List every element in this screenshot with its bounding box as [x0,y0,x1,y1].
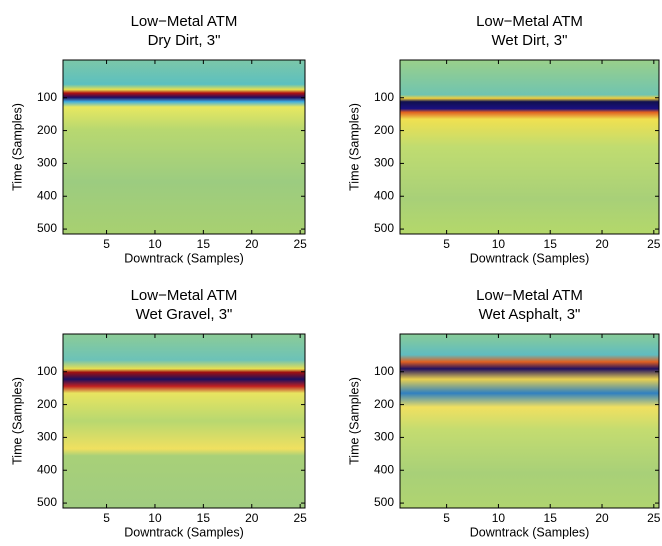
x-tick-label: 20 [595,237,609,251]
x-tick-label: 25 [293,237,307,251]
y-tick-label: 200 [37,397,57,411]
y-axis-label: Time (Samples) [10,377,24,465]
y-tick-label: 300 [374,430,394,444]
x-tick-label: 15 [197,237,211,251]
x-tick-label: 15 [197,511,211,525]
y-tick-label: 300 [374,156,394,170]
y-tick-label: 200 [374,397,394,411]
y-tick-label: 500 [374,495,394,509]
y-tick-label: 500 [37,495,57,509]
y-axis-label: Time (Samples) [347,377,361,465]
x-tick-label: 5 [443,237,450,251]
x-tick-label: 10 [492,511,506,525]
chart-subtitle: Wet Dirt, 3" [492,32,568,49]
x-tick-label: 25 [647,511,661,525]
x-tick-label: 25 [647,237,661,251]
y-tick-label: 400 [37,188,57,202]
y-tick-label: 100 [37,364,57,378]
x-tick-label: 15 [544,237,558,251]
y-axis-label: Time (Samples) [347,103,361,191]
chart-subtitle: Wet Asphalt, 3" [479,306,581,323]
x-tick-label: 10 [492,237,506,251]
chart-title: Low−Metal ATM [131,287,238,304]
y-tick-label: 200 [37,123,57,137]
x-tick-label: 20 [245,511,259,525]
x-tick-label: 5 [443,511,450,525]
y-tick-label: 100 [374,364,394,378]
x-axis-label: Downtrack (Samples) [470,251,589,265]
heatmap-image [63,60,305,234]
y-tick-label: 500 [37,221,57,235]
x-tick-label: 20 [245,237,259,251]
plot-frame [62,59,306,235]
y-tick-label: 200 [374,123,394,137]
x-tick-label: 15 [544,511,558,525]
y-tick-label: 100 [37,90,57,104]
heatmap-image [400,334,659,508]
chart-title: Low−Metal ATM [476,287,583,304]
plot-frame [399,59,660,235]
chart-subtitle: Dry Dirt, 3" [148,32,221,49]
y-axis-label: Time (Samples) [10,103,24,191]
plot-frame [62,333,306,509]
plot-frame [399,333,660,509]
y-tick-label: 400 [374,188,394,202]
x-tick-label: 10 [148,237,162,251]
y-tick-label: 400 [374,462,394,476]
heatmap-image [400,60,659,234]
y-tick-label: 300 [37,156,57,170]
heatmap-image [63,334,305,508]
x-tick-label: 10 [148,511,162,525]
chart-subtitle: Wet Gravel, 3" [136,306,233,323]
y-tick-label: 100 [374,90,394,104]
y-tick-label: 400 [37,462,57,476]
y-tick-label: 300 [37,430,57,444]
chart-title: Low−Metal ATM [131,13,238,30]
x-axis-label: Downtrack (Samples) [124,525,243,539]
y-tick-label: 500 [374,221,394,235]
chart-title: Low−Metal ATM [476,13,583,30]
x-axis-label: Downtrack (Samples) [124,251,243,265]
x-axis-label: Downtrack (Samples) [470,525,589,539]
x-tick-label: 5 [103,511,110,525]
x-tick-label: 25 [293,511,307,525]
x-tick-label: 20 [595,511,609,525]
x-tick-label: 5 [103,237,110,251]
